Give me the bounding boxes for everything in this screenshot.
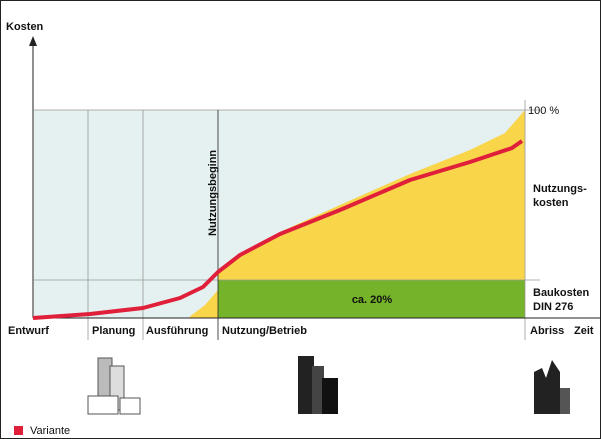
legend-swatch	[14, 426, 23, 435]
building-cost-area	[218, 280, 525, 318]
phase-label: Entwurf	[8, 325, 49, 337]
y-arrow	[29, 36, 37, 46]
legend-label: Variante	[30, 425, 70, 437]
usage-costs-label: Nutzungs-	[533, 183, 587, 195]
building-costs-label: DIN 276	[533, 301, 573, 313]
usage-costs-label: kosten	[533, 197, 569, 209]
building-icon	[87, 357, 141, 415]
phase-label: Ausführung	[146, 325, 208, 337]
usage-cost-area	[188, 110, 525, 318]
building-icon	[534, 360, 570, 414]
phase-label: Nutzung/Betrieb	[222, 325, 307, 337]
share-label: ca. 20%	[352, 294, 393, 306]
grid	[34, 100, 540, 340]
building-costs-label: Baukosten	[533, 287, 590, 299]
building-icon	[298, 356, 338, 414]
y-label: Kosten	[6, 21, 44, 33]
top-label: 100 %	[528, 105, 559, 117]
cost-curve	[32, 139, 524, 320]
phase-label: Abriss	[530, 325, 564, 337]
time-label: Zeit	[574, 325, 594, 337]
phase-label: Planung	[92, 325, 135, 337]
usage-start-label: Nutzungsbeginn	[207, 150, 219, 236]
